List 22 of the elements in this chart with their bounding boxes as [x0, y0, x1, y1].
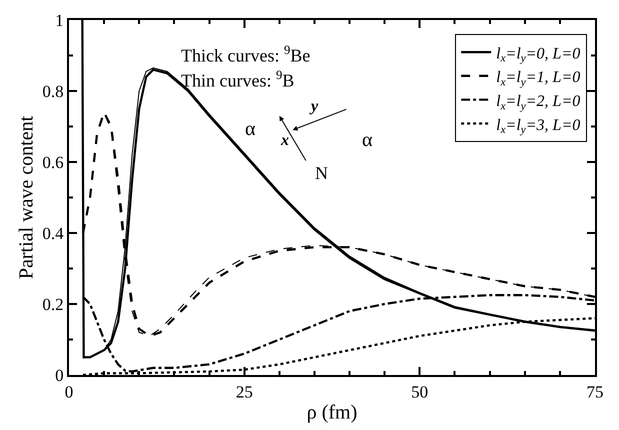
- y-tick-label: 1: [55, 10, 64, 30]
- x-axis-title: ρ (fm): [306, 401, 358, 424]
- y-axis-title: Partial wave content: [15, 115, 38, 280]
- legend-label: l$_{x}$=l$_{y}$=0, L=0: [496, 45, 580, 65]
- annotation: Thin curves: $^{9}$B: [181, 68, 294, 91]
- annotation: y: [309, 98, 319, 115]
- x-tick-label: 75: [586, 382, 604, 402]
- x-tick-label: 50: [411, 382, 428, 402]
- legend-label: l$_{x}$=l$_{y}$=2, L=0: [496, 92, 580, 112]
- y-tick-label: 0: [55, 366, 64, 385]
- y-tick-label: 0.6: [42, 152, 64, 172]
- y-tick-label: 0.8: [42, 82, 64, 101]
- annotation: x: [280, 132, 289, 149]
- x-tick-label: 25: [236, 382, 253, 402]
- y-tick-label: 0.4: [42, 224, 64, 243]
- annotation: α: [362, 129, 373, 151]
- legend-label: l$_{x}$=l$_{y}$=3, L=0: [496, 116, 580, 136]
- legend-label: l$_{x}$=l$_{y}$=1, L=0: [496, 69, 580, 88]
- annotation: N: [315, 163, 328, 183]
- annotation: Thick curves: $^{9}$Be: [181, 43, 310, 66]
- y-tick-label: 0.2: [42, 294, 64, 314]
- annotation: α: [245, 118, 256, 140]
